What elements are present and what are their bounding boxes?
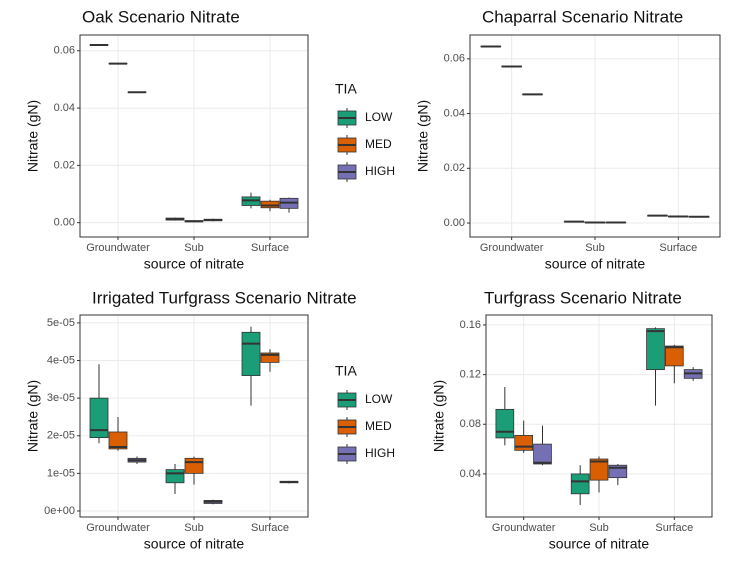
y-axis-title: Nitrate (gN): [431, 380, 447, 452]
chart-title: Chaparral Scenario Nitrate: [482, 7, 683, 26]
y-tick-label: 5e-05: [47, 317, 75, 329]
chart-title: Turfgrass Scenario Nitrate: [484, 288, 682, 307]
x-tick-label: Groundwater: [86, 522, 150, 534]
y-tick-label: 0.12: [460, 369, 481, 381]
y-axis-title: Nitrate (gN): [25, 380, 41, 452]
legend-label: HIGH: [365, 164, 395, 178]
plot-border: [79, 314, 309, 518]
y-tick-label: 0.16: [460, 319, 481, 331]
x-tick-label: Sub: [184, 522, 204, 534]
y-tick-label: 0.00: [444, 217, 465, 229]
x-tick-label: Surface: [659, 242, 697, 254]
y-tick-label: 2e-05: [47, 430, 75, 442]
box: [89, 397, 109, 439]
y-tick-label: 0.02: [54, 159, 75, 171]
y-tick-label: 0.08: [460, 418, 481, 430]
legend-label: MED: [365, 137, 392, 151]
y-tick-label: 0.06: [54, 45, 75, 57]
y-tick-label: 0.02: [444, 162, 465, 174]
plot-border: [485, 314, 713, 518]
box: [646, 328, 665, 371]
x-tick-label: Groundwater: [480, 242, 544, 254]
x-tick-label: Surface: [251, 522, 289, 534]
x-axis-title: source of nitrate: [545, 256, 646, 272]
y-tick-label: 0.06: [444, 53, 465, 65]
y-tick-label: 1e-05: [47, 467, 75, 479]
x-axis-title: source of nitrate: [144, 256, 245, 272]
x-axis-title: source of nitrate: [144, 536, 245, 552]
x-tick-label: Sub: [589, 522, 609, 534]
box: [260, 352, 280, 363]
plot-border: [469, 34, 721, 238]
box: [260, 200, 280, 209]
x-tick-label: Sub: [585, 242, 605, 254]
legend-label: LOW: [365, 110, 393, 124]
box: [514, 435, 533, 451]
plot-border: [79, 34, 309, 238]
x-tick-label: Sub: [184, 242, 204, 254]
y-axis-title: Nitrate (gN): [415, 100, 431, 172]
y-tick-label: 0.04: [460, 468, 481, 480]
legend-title: TIA: [335, 363, 357, 379]
x-tick-label: Groundwater: [492, 522, 556, 534]
legend-label: MED: [365, 419, 392, 433]
x-tick-label: Groundwater: [86, 242, 150, 254]
y-tick-label: 3e-05: [47, 392, 75, 404]
box: [533, 443, 552, 465]
box: [589, 458, 609, 481]
y-tick-label: 0.04: [54, 102, 75, 114]
box: [665, 345, 684, 367]
y-tick-label: 0.00: [54, 217, 75, 229]
y-axis-title: Nitrate (gN): [25, 100, 41, 172]
legend-label: LOW: [365, 392, 393, 406]
x-axis-title: source of nitrate: [549, 536, 650, 552]
box: [108, 431, 128, 450]
y-tick-label: 0.04: [444, 107, 465, 119]
box: [570, 473, 590, 495]
legend-label: HIGH: [365, 446, 395, 460]
chart-title: Irrigated Turfgrass Scenario Nitrate: [92, 288, 357, 307]
y-tick-label: 0e+00: [44, 505, 75, 517]
y-tick-label: 4e-05: [47, 354, 75, 366]
legend-title: TIA: [335, 81, 357, 97]
box: [241, 331, 261, 376]
x-tick-label: Surface: [251, 242, 289, 254]
x-tick-label: Surface: [655, 522, 693, 534]
box: [495, 408, 515, 439]
box: [165, 469, 185, 484]
chart-title: Oak Scenario Nitrate: [82, 7, 240, 26]
box: [184, 457, 204, 474]
